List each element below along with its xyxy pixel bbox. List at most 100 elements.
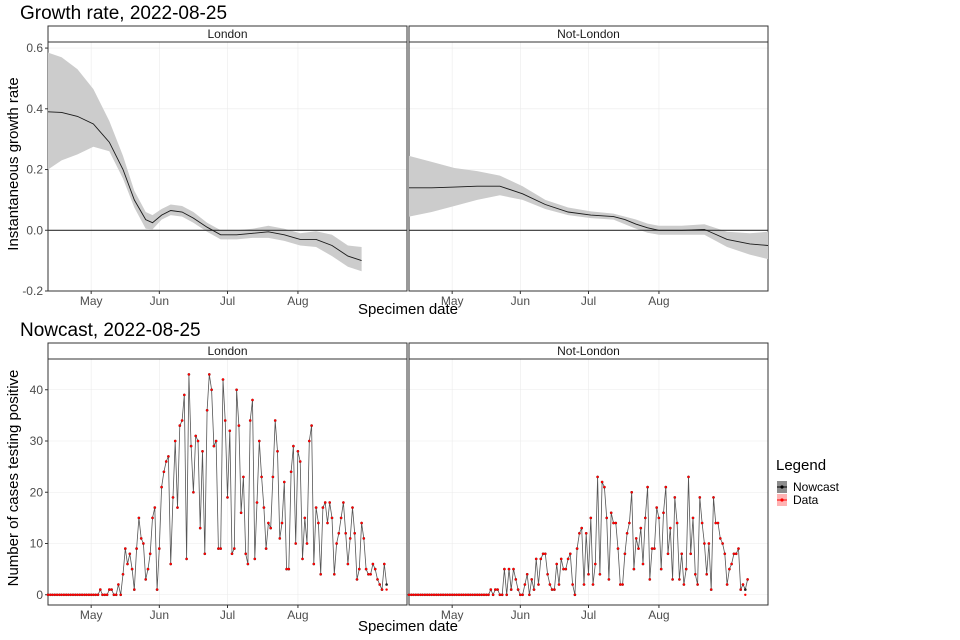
growth-london-ytick-label-4: 0.6 [26,41,43,55]
growth-london-ytick-label-3: 0.4 [26,102,43,116]
nowcast-not-london-nowcast-point [744,588,747,591]
nowcast-not-london-data-point [616,547,620,550]
nowcast-not-london-data-point [489,588,492,591]
nowcast-not-london-data-point [544,552,547,555]
growth-x-axis-label: Specimen date [358,301,458,318]
nowcast-london-data-point [374,567,377,571]
nowcast-london-data-point [239,511,243,514]
nowcast-london-data-point [55,593,59,596]
nowcast-not-london-data-point [714,521,717,525]
nowcast-panel-london: London May Jun Jul Aug 0 10 20 30 40 [30,342,408,622]
nowcast-not-london-data-point [480,593,483,596]
nowcast-london-data-point [87,593,91,596]
nowcast-not-london-data-point [598,573,602,576]
nowcast-london-data-point [383,562,386,566]
nowcast-not-london-data-point [650,547,654,550]
nowcast-london-data-point [171,496,175,499]
nowcast-not-london-data-point [541,552,545,555]
growth-panel-not-london: Not-London May Jun Jul Aug [408,25,769,308]
nowcast-not-london-data-point [646,485,649,489]
nowcast-london-data-point [69,593,72,596]
nowcast-london-data-point [142,542,145,545]
nowcast-london-data-point [355,578,359,581]
nowcast-y-axis-label: Number of cases testing positive [5,370,22,587]
nowcast-london-data-point [185,557,188,561]
nowcast-not-london-data-point [641,562,645,566]
nowcast-not-london-data-point [466,593,470,596]
nowcast-not-london-data-point [557,583,561,586]
nowcast-london-data-point [196,439,200,443]
nowcast-london-data-point [305,542,309,545]
growth-not-london-xtick-label-may: May [441,294,464,308]
nowcast-london-data-point [153,506,156,509]
nowcast-london-data-point [376,578,379,581]
growth-london-ytick-label-2: 0.2 [26,163,43,177]
nowcast-london-data-point [328,501,331,504]
nowcast-not-london-data-point [730,562,733,566]
nowcast-london-data-point [112,593,116,596]
nowcast-london-xtick-label-jul: Jul [220,608,235,622]
nowcast-not-london-data-point [407,593,411,596]
nowcast-not-london-xtick-label-jul: Jul [581,608,596,622]
nowcast-not-london-data-point [630,491,633,494]
nowcast-london-data-point [324,501,327,504]
nowcast-not-london-data-point [689,552,692,555]
nowcast-london-data-point [262,506,266,509]
nowcast-not-london-xtick-label-jun: Jun [511,608,530,622]
nowcast-not-london-data-point [682,583,686,586]
nowcast-london-data-point [67,593,70,596]
nowcast-not-london-data-point [503,567,506,571]
nowcast-london-data-point [212,444,216,448]
nowcast-not-london-data-point [621,583,624,586]
nowcast-not-london-data-point [471,593,474,596]
growth-y-axis-label: Instantaneous growth rate [5,77,22,250]
growth-not-london-mean-line [409,185,769,246]
nowcast-not-london-data-point [607,578,611,581]
nowcast-london-data-point [269,526,272,530]
nowcast-london-data-point [385,588,388,591]
nowcast-not-london-data-point [669,526,672,530]
nowcast-not-london-data-point [564,567,567,571]
nowcast-london-data-point [312,562,315,566]
nowcast-london-data-point [46,593,50,596]
nowcast-not-london-data-point [416,593,420,596]
nowcast-not-london-data-point [444,593,447,596]
nowcast-not-london-xtick-label-may: May [441,608,464,622]
nowcast-not-london-data-point [428,593,431,596]
nowcast-london-data-point [339,516,343,520]
nowcast-london-data-point [249,419,252,422]
nowcast-london-data-point [208,373,211,376]
nowcast-not-london-data-point [671,578,674,581]
nowcast-not-london-data-point [555,562,558,566]
nowcast-not-london-data-point [635,537,638,540]
nowcast-london-data-point [253,557,256,561]
growth-london-mean-line [47,111,362,262]
nowcast-london-data-point [71,593,75,596]
growth-london-xtick-label-jun: Jun [150,294,169,308]
nowcast-not-london-data-point [421,593,424,596]
nowcast-london-data-point [267,521,270,525]
nowcast-london-data-point [187,373,191,376]
nowcast-not-london-data-point [510,588,513,591]
nowcast-london-ytick-label-3: 30 [30,434,44,448]
nowcast-london-data-point [58,593,61,596]
nowcast-london-data-point [326,521,329,525]
nowcast-london-data-point [119,593,122,596]
nowcast-not-london-data-point [485,593,488,596]
nowcast-not-london-data-point [660,567,663,571]
nowcast-london-data-point [369,573,372,576]
legend-title: Legend [776,457,826,474]
nowcast-not-london-data-point [739,588,742,591]
nowcast-not-london-data-point [703,542,706,545]
nowcast-not-london-data-point [464,593,467,596]
nowcast-london-data-point [226,496,229,499]
nowcast-not-london-data-point [455,593,458,596]
nowcast-not-london-data-point [716,521,720,525]
nowcast-london-ytick-label-0: 0 [36,588,43,602]
nowcast-london-strip-label: London [207,344,247,358]
nowcast-london-data-point [335,542,338,545]
nowcast-london-data-point [346,562,350,566]
nowcast-not-london-data-point [637,547,640,550]
nowcast-london-data-point [128,552,131,555]
